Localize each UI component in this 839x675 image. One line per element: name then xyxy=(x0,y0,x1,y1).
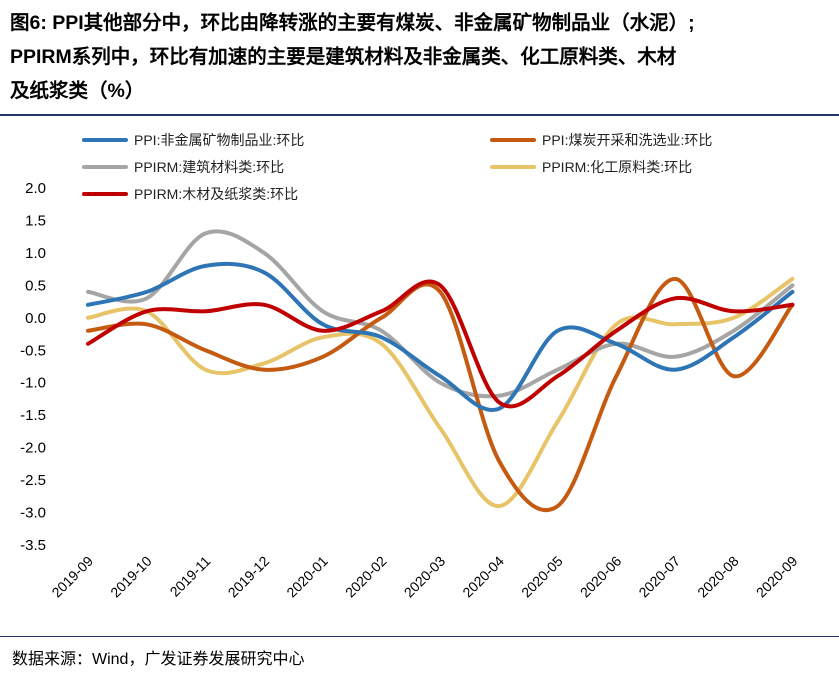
y-tick-label: -2.0 xyxy=(20,440,46,457)
series-line-2 xyxy=(86,276,795,513)
x-tick-label: 2020-03 xyxy=(401,553,449,601)
x-tick-label: 2020-01 xyxy=(283,553,331,601)
title-line-1: 图6: PPI其他部分中，环比由降转涨的主要有煤炭、非金属矿物制品业（水泥）; xyxy=(10,12,695,34)
x-tick-label: 2020-04 xyxy=(459,553,507,601)
x-tick-label: 2020-02 xyxy=(342,553,390,601)
y-tick-label: -3.5 xyxy=(20,537,46,554)
x-tick-label: 2019-11 xyxy=(167,553,214,600)
x-tick-label: 2020-09 xyxy=(753,553,801,601)
series-line-3 xyxy=(86,229,795,399)
y-axis: 2.0 1.5 1.0 0.5 0.0 -0.5 -1.0 -1.5 -2.0 -2.5 -3.0 -… xyxy=(20,180,46,554)
y-tick-label: -0.5 xyxy=(20,342,46,359)
y-tick-label: -1.0 xyxy=(20,375,46,392)
series-line-5 xyxy=(86,279,795,409)
x-tick-label: 2019-12 xyxy=(225,553,273,601)
x-tick-label: 2019-10 xyxy=(107,553,155,601)
y-tick-label: 1.0 xyxy=(25,245,46,262)
legend-label: PPI:煤炭开采和洗选业:环比 xyxy=(542,132,712,148)
title-line-2: PPIRM系列中，环比有加速的主要是建筑材料及非金属类、化工原料类、木材 xyxy=(10,46,677,68)
series-lines xyxy=(86,229,795,513)
source-note: 数据来源：Wind，广发证券发展研究中心 xyxy=(12,651,305,668)
y-tick-label: 2.0 xyxy=(25,180,46,197)
x-tick-label: 2020-07 xyxy=(635,553,683,601)
y-tick-label: -1.5 xyxy=(20,407,46,424)
line-chart: 2.0 1.5 1.0 0.5 0.0 -0.5 -1.0 -1.5 -2.0 -2.5 -3.0 -… xyxy=(20,132,801,601)
y-tick-label: 1.5 xyxy=(25,212,46,229)
footer-divider xyxy=(0,636,839,637)
chart-title: 图6: PPI其他部分中，环比由降转涨的主要有煤炭、非金属矿物制品业（水泥）; … xyxy=(10,6,832,108)
title-line-3: 及纸浆类（%） xyxy=(10,80,145,102)
y-tick-label: 0.0 xyxy=(25,310,46,327)
x-axis: 2019-09 2019-10 2019-11 2019-12 2020-01 2020-… xyxy=(48,553,800,601)
legend-label: PPIRM:建筑材料类:环比 xyxy=(134,159,284,175)
title-divider xyxy=(0,114,839,116)
x-tick-label: 2019-09 xyxy=(48,553,96,601)
y-tick-label: -2.5 xyxy=(20,472,46,489)
legend-label: PPI:非金属矿物制品业:环比 xyxy=(134,132,304,148)
legend-label: PPIRM:木材及纸浆类:环比 xyxy=(134,186,298,202)
legend-label: PPIRM:化工原料类:环比 xyxy=(542,159,692,175)
series-line-1 xyxy=(86,261,795,412)
x-tick-label: 2020-06 xyxy=(577,553,625,601)
x-tick-label: 2020-05 xyxy=(518,553,566,601)
series-line-4 xyxy=(86,276,795,509)
y-tick-label: -3.0 xyxy=(20,505,46,522)
y-tick-label: 0.5 xyxy=(25,277,46,294)
legend: PPI:非金属矿物制品业:环比 PPI:煤炭开采和洗选业:环比 PPIRM:建筑材料… xyxy=(82,132,712,202)
x-tick-label: 2020-08 xyxy=(694,553,742,601)
